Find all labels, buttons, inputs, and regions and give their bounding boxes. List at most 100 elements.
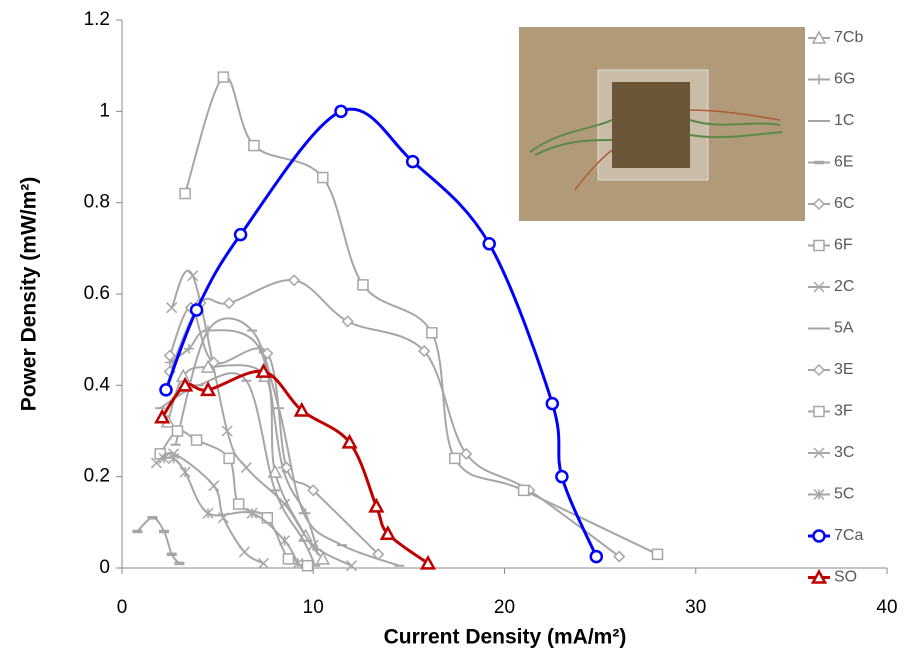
marker <box>179 187 191 200</box>
marker <box>154 408 171 424</box>
y-tick-label: 0.2 <box>84 466 110 487</box>
marker <box>158 452 170 464</box>
marker <box>341 433 358 449</box>
photo-wires <box>529 119 783 156</box>
marker <box>221 425 233 437</box>
marker <box>293 401 310 417</box>
legend-entry: 3C <box>808 444 854 461</box>
photo-inset <box>519 27 805 221</box>
marker <box>202 507 214 519</box>
marker <box>307 484 320 497</box>
photo-electrodes <box>612 82 690 168</box>
legend-label: 1C <box>834 112 854 129</box>
marker <box>405 154 420 169</box>
x-tick-label: 0 <box>117 597 128 618</box>
marker <box>183 343 194 354</box>
y-tick-label: 1 <box>99 100 110 121</box>
x-tick-label: 30 <box>685 597 706 618</box>
legend-marker <box>814 74 824 85</box>
marker <box>280 461 293 474</box>
marker <box>190 434 203 446</box>
legend-entry: 7Ca <box>808 527 863 544</box>
marker <box>279 535 291 547</box>
marker <box>255 363 272 378</box>
legend-entry: 5C <box>808 486 854 503</box>
legend-label: 2C <box>834 278 854 295</box>
legend-label: 3E <box>834 361 854 378</box>
y-tick-label: 0.6 <box>84 283 110 304</box>
legend-marker <box>810 568 828 584</box>
series <box>154 363 437 570</box>
legend-entry: 1C <box>808 112 854 129</box>
legend-label: 5A <box>834 320 854 337</box>
series-line <box>168 279 620 558</box>
marker <box>267 464 283 478</box>
y-axis-title: Power Density (mW/m²) <box>18 177 41 412</box>
x-tick-label: 20 <box>494 597 515 618</box>
legend-marker <box>813 405 825 418</box>
marker <box>307 539 319 551</box>
marker <box>187 270 199 282</box>
x-tick-label: 10 <box>303 597 324 618</box>
marker <box>279 498 291 510</box>
marker <box>426 327 438 339</box>
marker <box>208 480 220 492</box>
marker <box>150 457 162 469</box>
marker <box>292 557 304 569</box>
marker <box>248 139 260 152</box>
series <box>158 452 304 569</box>
x-tick-label: 40 <box>876 597 897 618</box>
series <box>150 448 270 569</box>
legend-entry: 6G <box>808 71 855 88</box>
series <box>166 269 358 572</box>
marker <box>159 383 173 397</box>
legend-entry: 6C <box>808 195 854 212</box>
series <box>159 104 604 564</box>
marker <box>168 452 180 464</box>
legend-label: 6G <box>834 71 855 88</box>
series <box>170 317 405 567</box>
marker <box>163 349 176 362</box>
marker <box>238 546 250 558</box>
y-tick-label: 0 <box>99 557 110 578</box>
legend-entry: 6E <box>808 154 854 171</box>
marker <box>246 507 258 519</box>
legend-entry: 7Cb <box>808 29 863 46</box>
legend-label: 3F <box>834 403 853 420</box>
marker <box>419 554 437 570</box>
series <box>163 301 385 561</box>
series <box>132 516 185 566</box>
marker <box>200 359 216 373</box>
marker <box>207 356 220 369</box>
series <box>154 425 314 572</box>
legend-marker <box>811 30 827 44</box>
marker <box>555 469 569 484</box>
marker <box>460 447 473 460</box>
marker <box>217 71 230 83</box>
marker <box>545 396 560 411</box>
legend-label: 3C <box>834 444 854 461</box>
legend-label: 6C <box>834 195 854 212</box>
marker <box>179 466 191 478</box>
marker <box>418 345 431 358</box>
marker <box>223 452 235 465</box>
y-tick-label: 1.2 <box>84 9 110 30</box>
legend-entry: SO <box>808 569 857 586</box>
legend-entry: 6F <box>808 237 853 254</box>
y-tick-label: 0.8 <box>84 192 110 213</box>
marker <box>171 425 184 437</box>
x-axis-title: Current Density (mA/m²) <box>384 626 627 649</box>
marker <box>223 297 236 310</box>
y-tick-label: 0.4 <box>84 374 111 395</box>
marker <box>372 548 385 561</box>
marker <box>288 274 301 287</box>
marker <box>301 559 314 572</box>
legend-marker <box>813 488 825 501</box>
legend-label: 7Cb <box>834 29 863 46</box>
marker <box>482 237 496 251</box>
marker <box>199 381 217 397</box>
legend-marker <box>813 239 825 252</box>
legend-marker <box>813 447 825 459</box>
